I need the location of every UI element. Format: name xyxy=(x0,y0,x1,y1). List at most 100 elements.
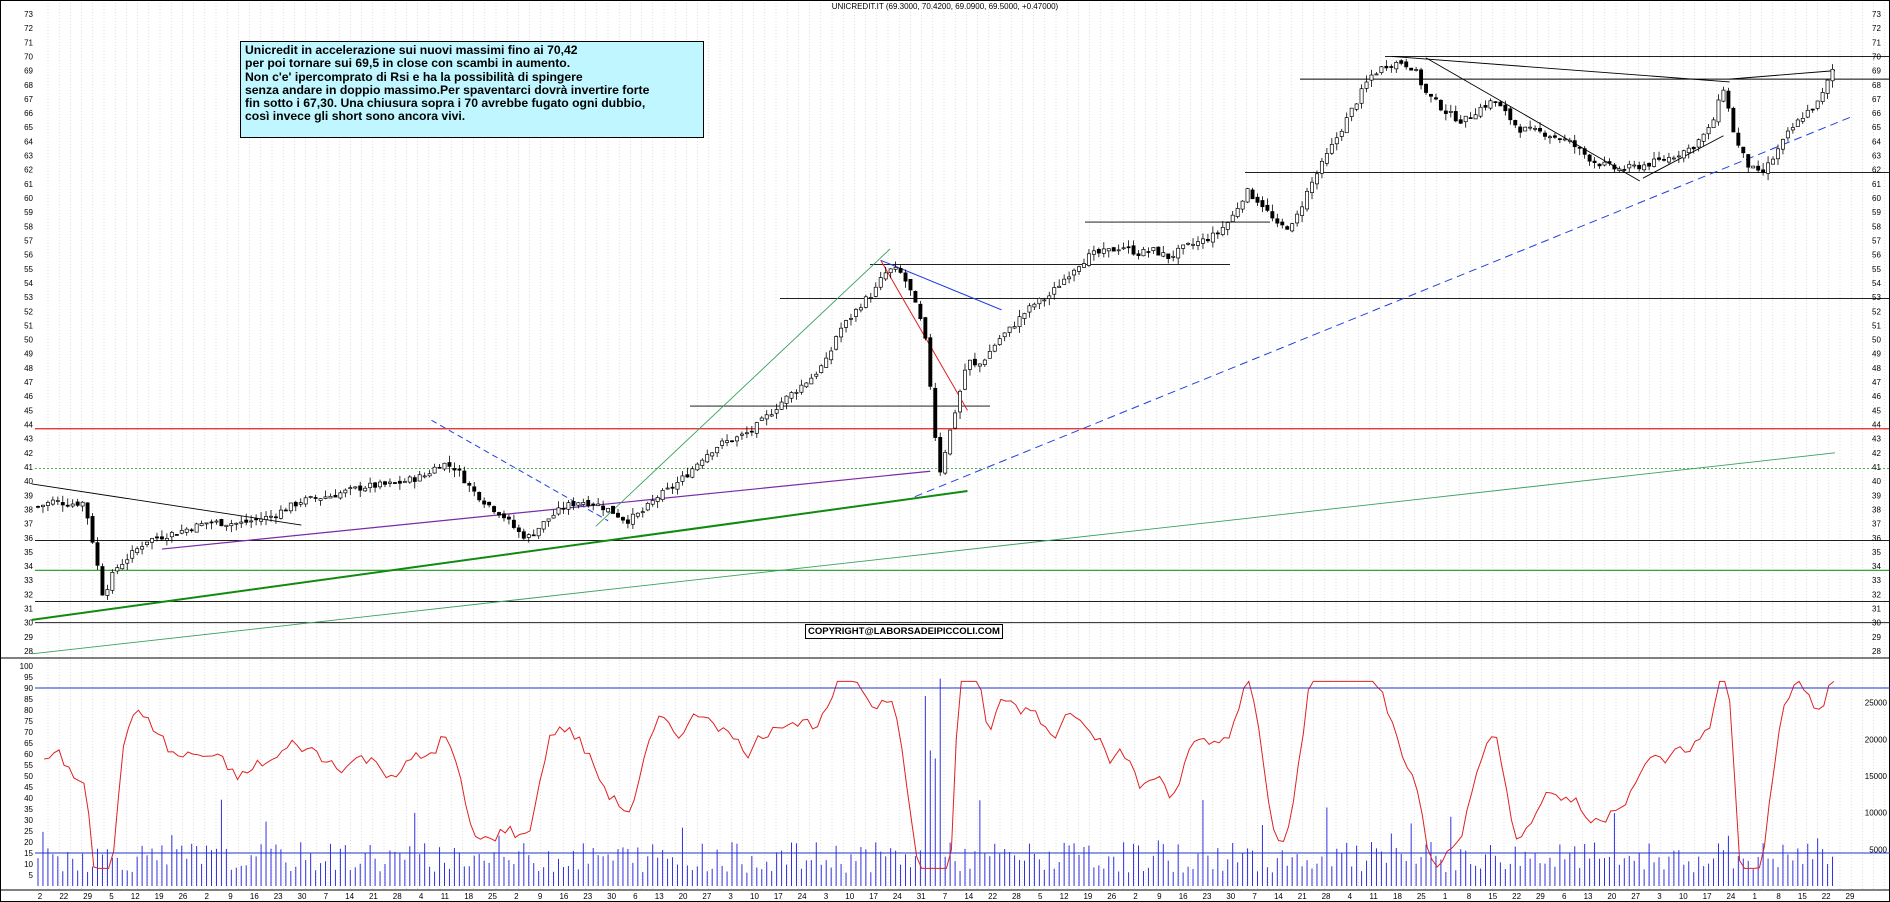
candle-body xyxy=(209,521,214,524)
x-day-label: 30 xyxy=(1226,892,1235,901)
candle-body xyxy=(675,482,680,490)
candle-body xyxy=(774,409,779,414)
candle-body xyxy=(725,440,730,443)
candle-body xyxy=(858,307,863,311)
candle-body xyxy=(1746,154,1751,168)
candle-body xyxy=(1538,127,1542,132)
candle-body xyxy=(145,541,150,545)
copyright-label: COPYRIGHT@LABORSADEIPICCOLI.COM xyxy=(805,624,1003,639)
candle-body xyxy=(1607,161,1612,164)
x-day-label: 5 xyxy=(1038,892,1043,901)
x-day-label: 21 xyxy=(369,892,378,901)
candle-body xyxy=(214,520,219,523)
breakout-line xyxy=(1729,70,1836,80)
candle-body xyxy=(526,534,531,538)
candle-body xyxy=(482,500,487,505)
x-day-label: 1 xyxy=(1753,892,1758,901)
price-tick-label-left: 55 xyxy=(24,265,33,274)
candle-body xyxy=(933,387,938,438)
candle-body xyxy=(591,503,596,506)
candle-body xyxy=(893,266,898,270)
candle-body xyxy=(383,481,387,485)
price-tick-label-left: 45 xyxy=(24,406,33,415)
rsi-tick-label: 15 xyxy=(24,849,33,858)
candle-body xyxy=(115,567,120,572)
candle-body xyxy=(1319,160,1324,174)
rsi-tick-label: 80 xyxy=(24,706,33,715)
x-day-label: 13 xyxy=(655,892,664,901)
candle-body xyxy=(1577,146,1582,149)
candle-body xyxy=(1091,250,1096,255)
candle-body xyxy=(60,502,65,506)
candle-body xyxy=(95,542,100,566)
volume-bars xyxy=(37,678,1834,886)
candle-body xyxy=(378,481,382,488)
candle-body xyxy=(1205,239,1210,242)
candle-body xyxy=(1106,248,1111,252)
candle-body xyxy=(1042,299,1047,302)
x-day-label: 5 xyxy=(109,892,114,901)
candle-body xyxy=(1300,206,1305,216)
candle-body xyxy=(1716,99,1721,123)
candle-body xyxy=(333,494,338,498)
candle-body xyxy=(1498,101,1503,107)
candle-body xyxy=(1438,99,1443,111)
candle-body xyxy=(948,429,953,455)
candle-body xyxy=(150,538,154,543)
x-day-label: 19 xyxy=(155,892,164,901)
candle-body xyxy=(1681,150,1686,159)
price-tick-label-left: 52 xyxy=(24,307,33,316)
rsi-tick-label: 10 xyxy=(24,860,33,869)
price-tick-label: 37 xyxy=(1872,520,1881,529)
candle-body xyxy=(1830,69,1835,82)
candle-body xyxy=(402,481,407,483)
candle-body xyxy=(1349,107,1354,117)
candle-body xyxy=(1483,105,1488,108)
candle-body xyxy=(829,350,834,361)
candle-body xyxy=(55,500,60,502)
candle-body xyxy=(735,436,739,442)
candle-body xyxy=(1121,247,1126,250)
candle-body xyxy=(992,344,997,352)
candle-body xyxy=(1399,60,1404,64)
candle-body xyxy=(1171,255,1176,258)
x-day-label: 6 xyxy=(633,892,638,901)
candle-body xyxy=(1642,164,1647,171)
candle-body xyxy=(923,317,928,339)
price-tick-label-left: 31 xyxy=(24,605,33,614)
candle-body xyxy=(397,480,402,484)
x-day-label: 20 xyxy=(679,892,688,901)
candle-body xyxy=(457,468,462,471)
x-day-label: 8 xyxy=(1776,892,1781,901)
candle-body xyxy=(298,502,303,505)
candle-body xyxy=(75,501,80,506)
rsi-tick-label: 100 xyxy=(20,662,34,671)
candle-body xyxy=(1780,139,1785,150)
x-day-label: 22 xyxy=(1822,892,1831,901)
candle-body xyxy=(155,536,159,539)
candle-body xyxy=(1057,285,1062,288)
candle-body xyxy=(1359,88,1364,104)
price-tick-label-left: 58 xyxy=(24,222,33,231)
blue-dashed-uptrend xyxy=(914,115,1854,498)
blue-trendline xyxy=(880,259,1002,311)
candle-body xyxy=(759,417,764,421)
candle-body xyxy=(521,531,526,539)
candle-body xyxy=(1493,101,1498,103)
price-tick-label: 32 xyxy=(1872,590,1881,599)
candle-body xyxy=(1587,154,1592,162)
candle-body xyxy=(1394,62,1399,70)
candle-body xyxy=(259,518,264,522)
candle-body xyxy=(140,546,145,550)
price-tick-label-left: 39 xyxy=(24,491,33,500)
price-tick-label-left: 57 xyxy=(24,236,33,245)
candle-body xyxy=(1602,161,1607,166)
candle-body xyxy=(665,487,670,490)
candle-body xyxy=(695,463,700,471)
rsi-tick-label: 35 xyxy=(24,805,33,814)
candle-body xyxy=(1825,79,1830,94)
rsi-tick-label: 50 xyxy=(24,772,33,781)
candle-body xyxy=(229,523,234,527)
candle-body xyxy=(1265,204,1270,211)
price-tick-label: 48 xyxy=(1872,364,1881,373)
